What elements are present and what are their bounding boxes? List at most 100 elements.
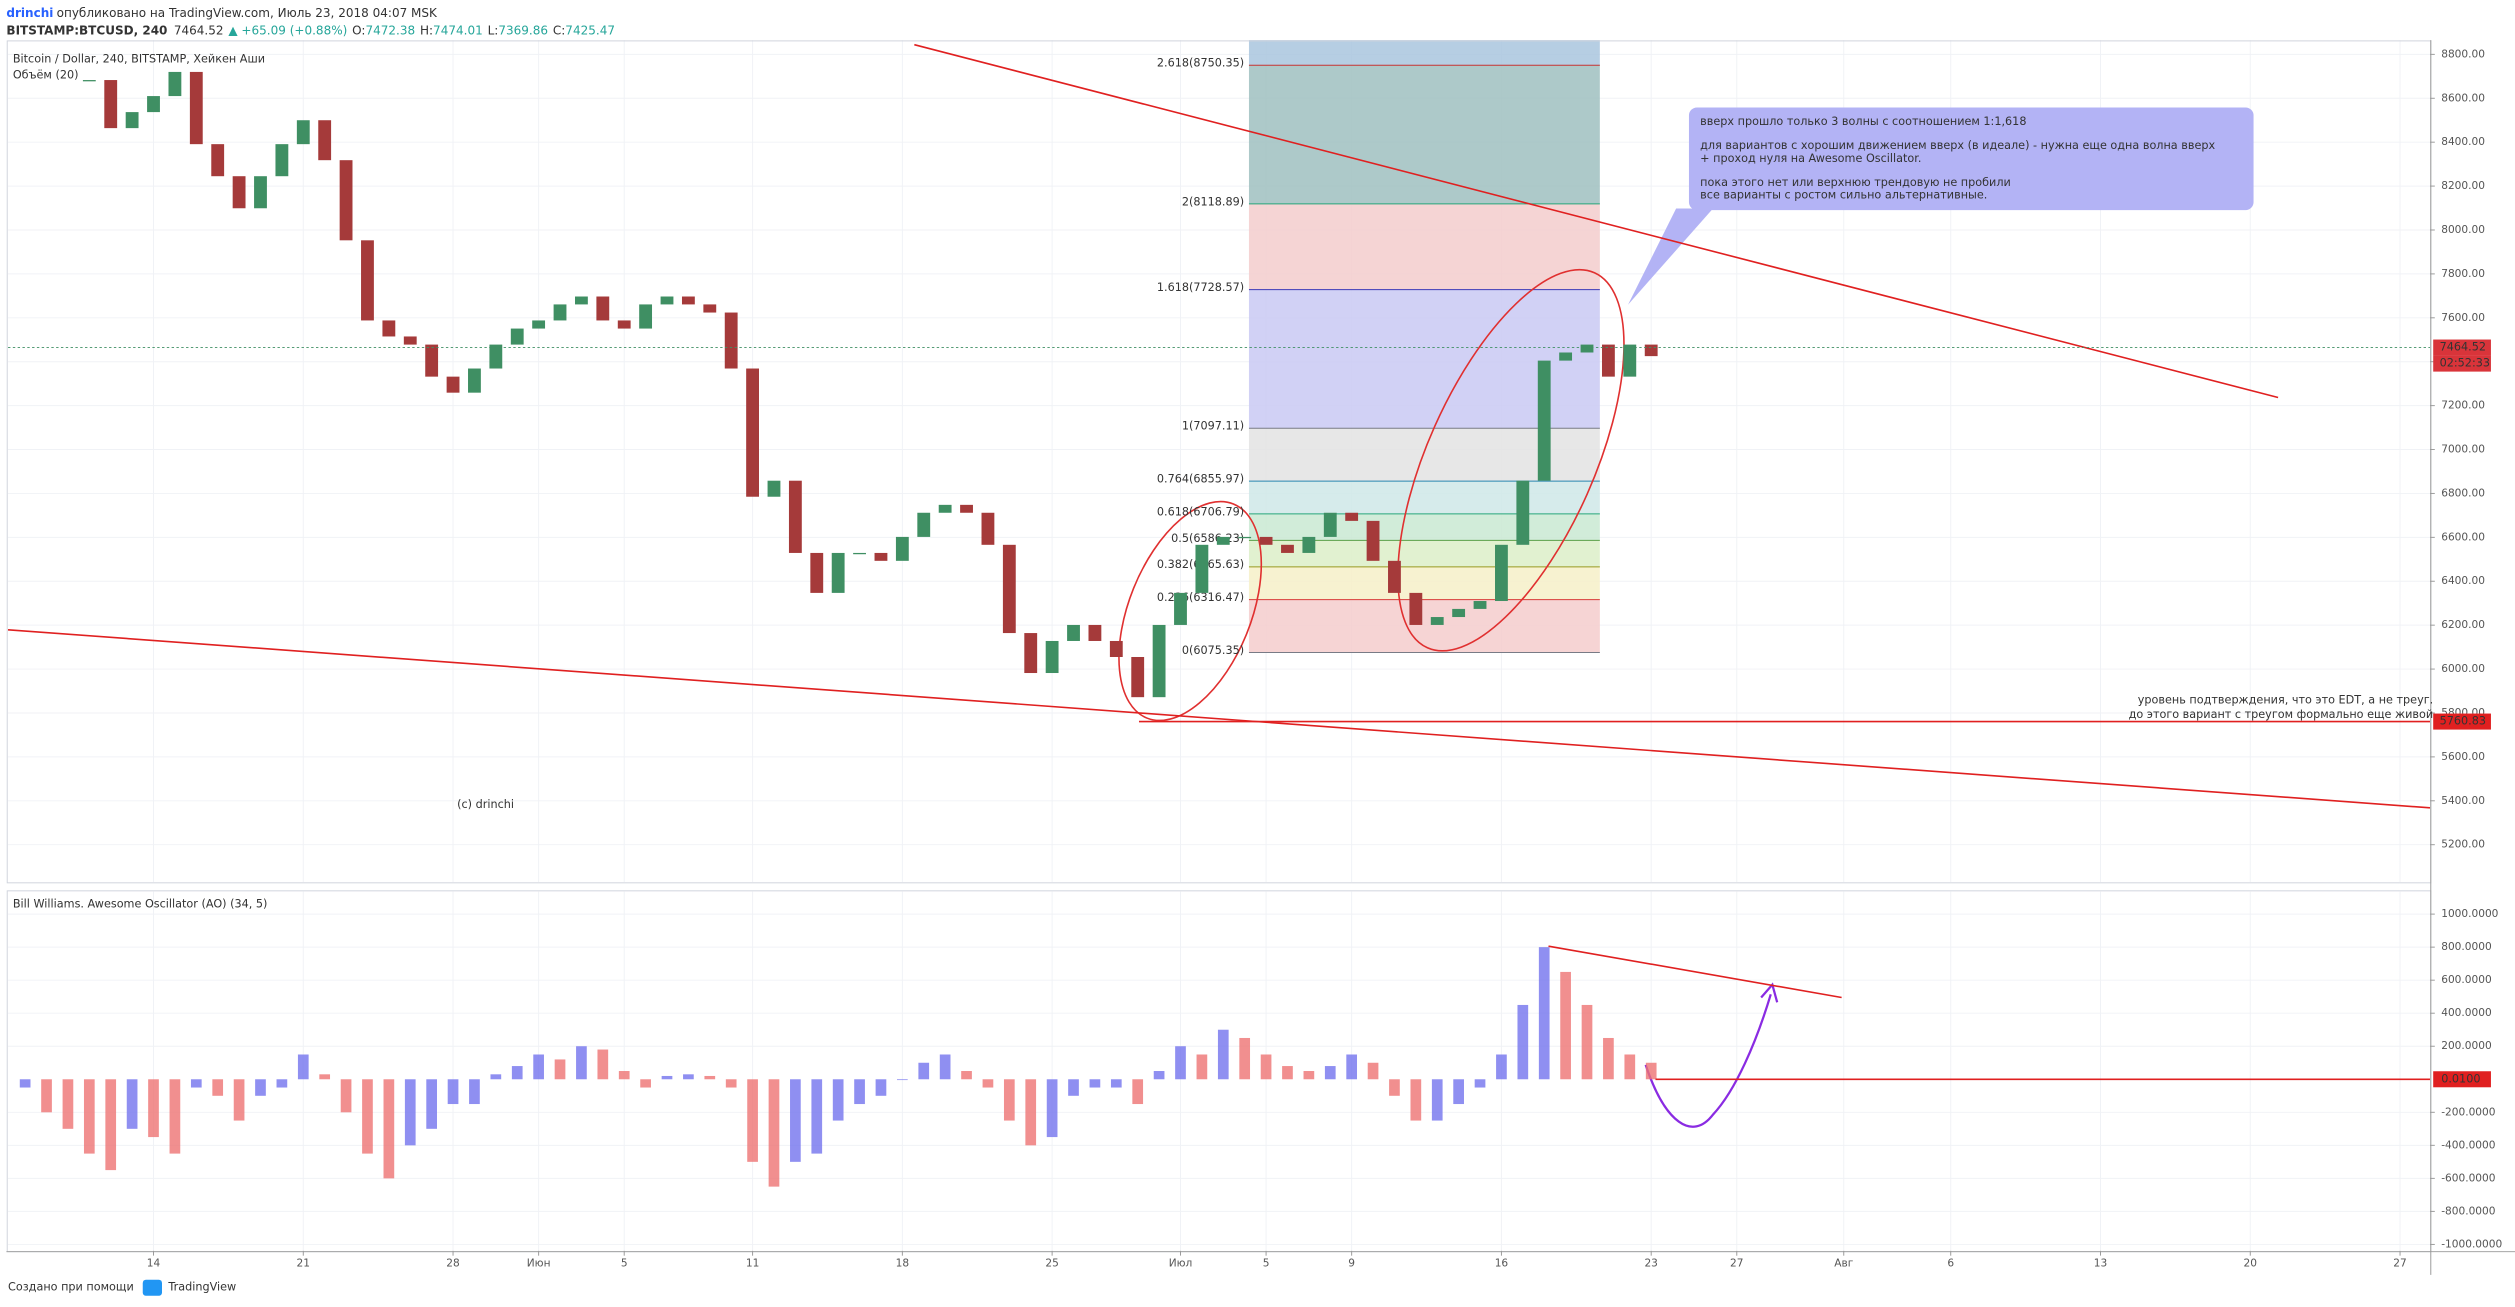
fib-label: 0.5(6586.23)	[1171, 532, 1244, 545]
ellipse-drawing	[1118, 500, 1263, 722]
candle	[938, 504, 952, 513]
y-tick-label: 7200.00	[2441, 400, 2485, 412]
ao-bar	[1645, 1062, 1657, 1080]
ao-bar	[105, 1079, 117, 1171]
y-tick-label: -800.0000	[2441, 1205, 2496, 1217]
callout-text: все варианты с ростом сильно альтернатив…	[1700, 189, 1987, 202]
ohlc-value: 7369.86	[498, 23, 548, 37]
fib-label: 0.764(6855.97)	[1157, 473, 1244, 486]
ao-bar	[1132, 1079, 1144, 1105]
candle	[617, 320, 631, 329]
ao-bar	[1389, 1079, 1400, 1096]
level-note: до этого вариант с треугом формально еще…	[2129, 708, 2434, 721]
published: опубликовано на TradingView.com, Июль 23…	[57, 5, 438, 19]
candle	[446, 376, 460, 393]
candle	[1495, 544, 1508, 602]
level-label-box	[2433, 713, 2491, 730]
y-tick-label: 5800.00	[2441, 707, 2485, 719]
candle	[1024, 633, 1038, 674]
change: ▲ +65.09 (+0.88%)	[228, 23, 347, 37]
ao-bar	[1324, 1066, 1336, 1080]
ao-bar	[1003, 1079, 1015, 1121]
y-tick-label: 200.0000	[2441, 1040, 2492, 1052]
candle	[1152, 624, 1166, 698]
x-tick-label: 18	[896, 1258, 909, 1270]
candle	[1195, 544, 1209, 593]
ao-bar	[618, 1071, 630, 1080]
y-tick-label: 600.0000	[2441, 974, 2492, 986]
ao-bar	[897, 1079, 908, 1081]
last-price-label: 7464.52	[2440, 341, 2486, 354]
candle	[1131, 656, 1145, 698]
candle	[1045, 640, 1059, 674]
candle	[468, 368, 481, 393]
ao-bar	[918, 1062, 930, 1080]
x-tick-label: 27	[2393, 1258, 2406, 1270]
candle	[296, 120, 310, 145]
ao-bar	[1410, 1079, 1422, 1121]
ao-level-label: 0.0100	[2441, 1072, 2480, 1085]
ao-bar	[1068, 1079, 1079, 1096]
candle	[1644, 344, 1658, 357]
ao-bar	[511, 1066, 523, 1080]
ao-bar	[1367, 1062, 1379, 1080]
callout-tail	[1628, 208, 1714, 305]
author[interactable]: drinchi	[6, 5, 53, 19]
level-label: 5760.83	[2440, 715, 2486, 728]
fib-label: 1.618(7728.57)	[1157, 281, 1244, 294]
ao-bar	[126, 1079, 138, 1129]
ao-bar	[1560, 971, 1571, 1080]
ohlc-value: 7472.38	[365, 23, 415, 37]
ohlc-label: H:	[420, 23, 433, 37]
ao-bar	[255, 1079, 266, 1096]
candle	[1516, 480, 1530, 545]
fib-label: 0(6075.35)	[1182, 644, 1244, 657]
ao-level-box	[2433, 1071, 2491, 1088]
symbol: BITSTAMP:BTCUSD, 240	[6, 23, 167, 37]
watermark: (c) drinchi	[457, 798, 514, 811]
candle	[724, 312, 738, 369]
ao-bar	[404, 1079, 416, 1146]
ao-bar	[747, 1079, 758, 1162]
candle	[981, 512, 995, 545]
countdown-box	[2433, 355, 2491, 372]
fib-band	[1248, 513, 1600, 541]
candle	[1109, 640, 1123, 657]
candle	[1409, 592, 1423, 625]
candle	[788, 480, 802, 553]
callout-text: пока этого нет или верхнюю трендовую не …	[1700, 176, 2011, 189]
chart-title: Bitcoin / Dollar, 240, BITSTAMP, Хейкен …	[13, 52, 265, 65]
fib-label: 0.236(6316.47)	[1157, 591, 1244, 604]
arrow-drawing	[1644, 993, 1772, 1128]
y-tick-label: 6200.00	[2441, 619, 2485, 631]
ao-bar	[447, 1079, 459, 1105]
y-tick-label: 7600.00	[2441, 312, 2485, 324]
candle	[1452, 608, 1466, 618]
candle	[82, 80, 96, 82]
ao-bar	[1153, 1071, 1165, 1080]
ao-bar	[875, 1079, 887, 1096]
y-tick-label: 8800.00	[2441, 48, 2485, 60]
candle	[1174, 592, 1187, 625]
y-tick-label: 7000.00	[2441, 444, 2485, 456]
ao-bar	[768, 1079, 780, 1187]
ao-bar	[533, 1054, 544, 1080]
ao-bar	[383, 1079, 395, 1179]
y-tick-label: 400.0000	[2441, 1007, 2492, 1019]
ao-bar	[576, 1046, 587, 1080]
logo[interactable]	[142, 1279, 162, 1296]
x-tick-label: 5	[1263, 1258, 1270, 1270]
candle	[1430, 617, 1444, 625]
brand[interactable]: TradingView	[167, 1281, 236, 1294]
ao-bar	[426, 1079, 437, 1129]
ao-bar	[597, 1049, 609, 1080]
ellipse-drawing	[1397, 268, 1625, 652]
candle	[767, 480, 781, 497]
fib-label: 2.618(8750.35)	[1157, 57, 1244, 70]
y-tick-label: 6800.00	[2441, 487, 2485, 499]
x-tick-label: 6	[1947, 1258, 1954, 1270]
candle	[104, 80, 118, 129]
fib-band	[1248, 65, 1600, 204]
candle	[1388, 560, 1401, 593]
